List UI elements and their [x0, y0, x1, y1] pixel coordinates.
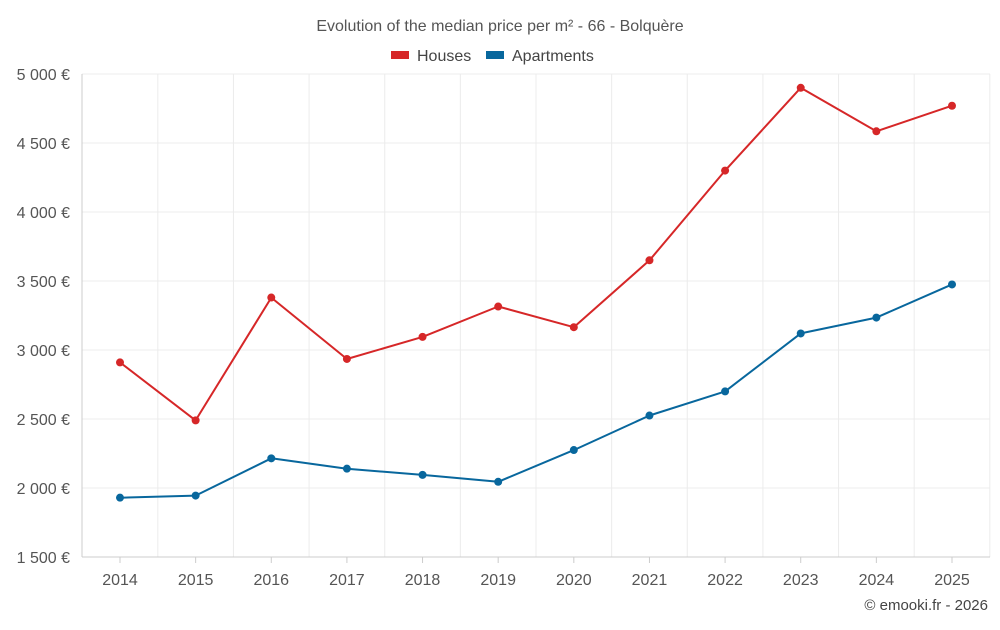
x-tick-label: 2020: [556, 572, 592, 589]
data-point-apartments[interactable]: [569, 446, 578, 455]
credit-text: © emooki.fr - 2026: [864, 597, 988, 614]
data-point-apartments[interactable]: [116, 493, 124, 502]
data-point-apartments[interactable]: [796, 329, 805, 338]
y-tick-label: 4 500 €: [17, 136, 70, 153]
y-tick-label: 4 000 €: [17, 205, 70, 222]
y-tick-label: 3 000 €: [17, 343, 70, 360]
x-tick-label: 2017: [329, 572, 365, 589]
data-point-houses[interactable]: [418, 332, 427, 341]
data-point-apartments[interactable]: [267, 454, 276, 463]
x-tick-label: 2021: [632, 572, 668, 589]
data-point-houses[interactable]: [267, 293, 276, 302]
y-tick-label: 1 500 €: [17, 550, 70, 567]
data-point-houses[interactable]: [342, 354, 351, 363]
data-point-houses[interactable]: [796, 83, 805, 92]
x-tick-label: 2024: [859, 572, 895, 589]
chart-title: Evolution of the median price per m² - 6…: [316, 18, 683, 35]
data-point-houses[interactable]: [721, 166, 730, 175]
legend-swatch-apartments: [486, 51, 504, 59]
legend-swatch-houses: [391, 51, 409, 59]
data-point-apartments[interactable]: [872, 313, 881, 322]
legend-label-houses: Houses: [417, 48, 471, 65]
data-point-houses[interactable]: [494, 302, 503, 311]
data-point-apartments[interactable]: [418, 470, 427, 479]
x-tick-label: 2016: [253, 572, 289, 589]
data-point-apartments[interactable]: [948, 280, 956, 289]
data-point-houses[interactable]: [569, 323, 578, 332]
data-point-houses[interactable]: [948, 101, 956, 110]
legend: Houses Apartments: [391, 48, 594, 65]
data-point-houses[interactable]: [116, 358, 124, 367]
data-point-houses[interactable]: [872, 127, 881, 136]
x-tick-label: 2022: [707, 572, 743, 589]
data-point-apartments[interactable]: [721, 387, 730, 396]
data-point-houses[interactable]: [645, 256, 654, 265]
data-point-apartments[interactable]: [645, 411, 654, 420]
series-line-houses: [119, 86, 953, 422]
data-point-houses[interactable]: [191, 416, 200, 425]
x-tick-label: 2025: [934, 572, 970, 589]
x-tick-label: 2014: [102, 572, 138, 589]
y-tick-label: 5 000 €: [17, 67, 70, 84]
x-tick-label: 2023: [783, 572, 819, 589]
legend-label-apartments: Apartments: [512, 48, 594, 65]
axes: 1 500 € 2 000 € 2 500 € 3 000 € 3 500 € 4 000…: [17, 67, 990, 589]
x-tick-label: 2019: [480, 572, 516, 589]
x-tick-label: 2015: [178, 572, 214, 589]
y-tick-label: 3 500 €: [17, 274, 70, 291]
series: [116, 83, 956, 502]
series-line-apartments: [119, 283, 953, 499]
y-tick-label: 2 000 €: [17, 481, 70, 498]
data-point-apartments[interactable]: [191, 491, 200, 500]
y-tick-label: 2 500 €: [17, 412, 70, 429]
x-tick-label: 2018: [405, 572, 441, 589]
data-point-apartments[interactable]: [494, 477, 503, 486]
grid: [82, 73, 991, 557]
data-point-apartments[interactable]: [342, 464, 351, 473]
